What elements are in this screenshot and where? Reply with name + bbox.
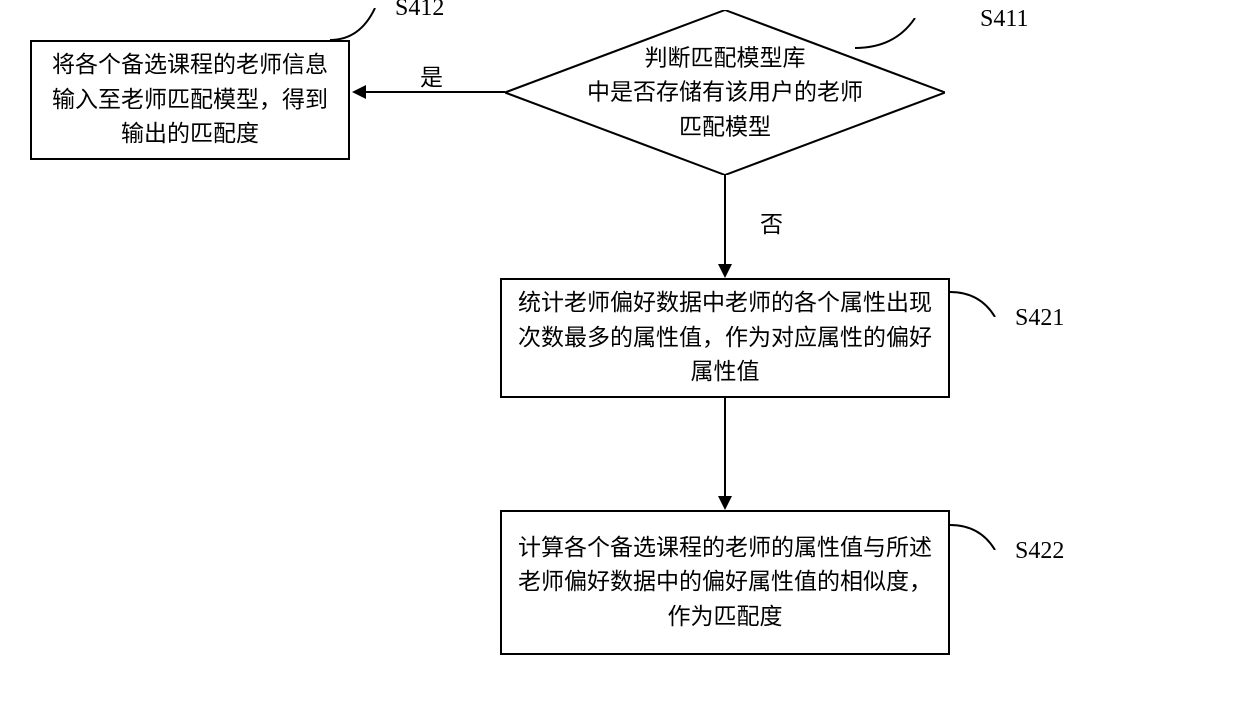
process-s412-text: 将各个备选课程的老师信息输入至老师匹配模型，得到输出的匹配度	[44, 48, 336, 152]
arrow-s421-s422-line	[724, 398, 726, 496]
process-s421: 统计老师偏好数据中老师的各个属性出现次数最多的属性值，作为对应属性的偏好属性值	[500, 278, 950, 398]
edge-label-yes: 是	[420, 58, 443, 92]
label-s412: S412	[395, 0, 444, 22]
connector-s412	[330, 8, 390, 43]
process-s412: 将各个备选课程的老师信息输入至老师匹配模型，得到输出的匹配度	[30, 40, 350, 160]
label-s421: S421	[1015, 305, 1064, 332]
connector-s421	[950, 282, 1010, 317]
label-s411: S411	[980, 6, 1028, 33]
label-s422: S422	[1015, 538, 1064, 565]
connector-s422	[950, 515, 1010, 550]
arrow-s421-s422-head	[718, 496, 732, 510]
arrow-no-head	[718, 264, 732, 278]
arrow-yes-head	[352, 85, 366, 99]
edge-label-no: 否	[760, 205, 783, 239]
process-s421-text: 统计老师偏好数据中老师的各个属性出现次数最多的属性值，作为对应属性的偏好属性值	[514, 286, 936, 390]
decision-text-content: 判断匹配模型库中是否存储有该用户的老师匹配模型	[587, 45, 863, 139]
arrow-no-line	[724, 175, 726, 265]
flowchart-container: 判断匹配模型库中是否存储有该用户的老师匹配模型 S411 将各个备选课程的老师信…	[0, 0, 1239, 708]
process-s422-text: 计算各个备选课程的老师的属性值与所述老师偏好数据中的偏好属性值的相似度，作为匹配…	[514, 531, 936, 635]
connector-s411	[855, 18, 985, 53]
process-s422: 计算各个备选课程的老师的属性值与所述老师偏好数据中的偏好属性值的相似度，作为匹配…	[500, 510, 950, 655]
decision-s411-text: 判断匹配模型库中是否存储有该用户的老师匹配模型	[565, 41, 885, 145]
